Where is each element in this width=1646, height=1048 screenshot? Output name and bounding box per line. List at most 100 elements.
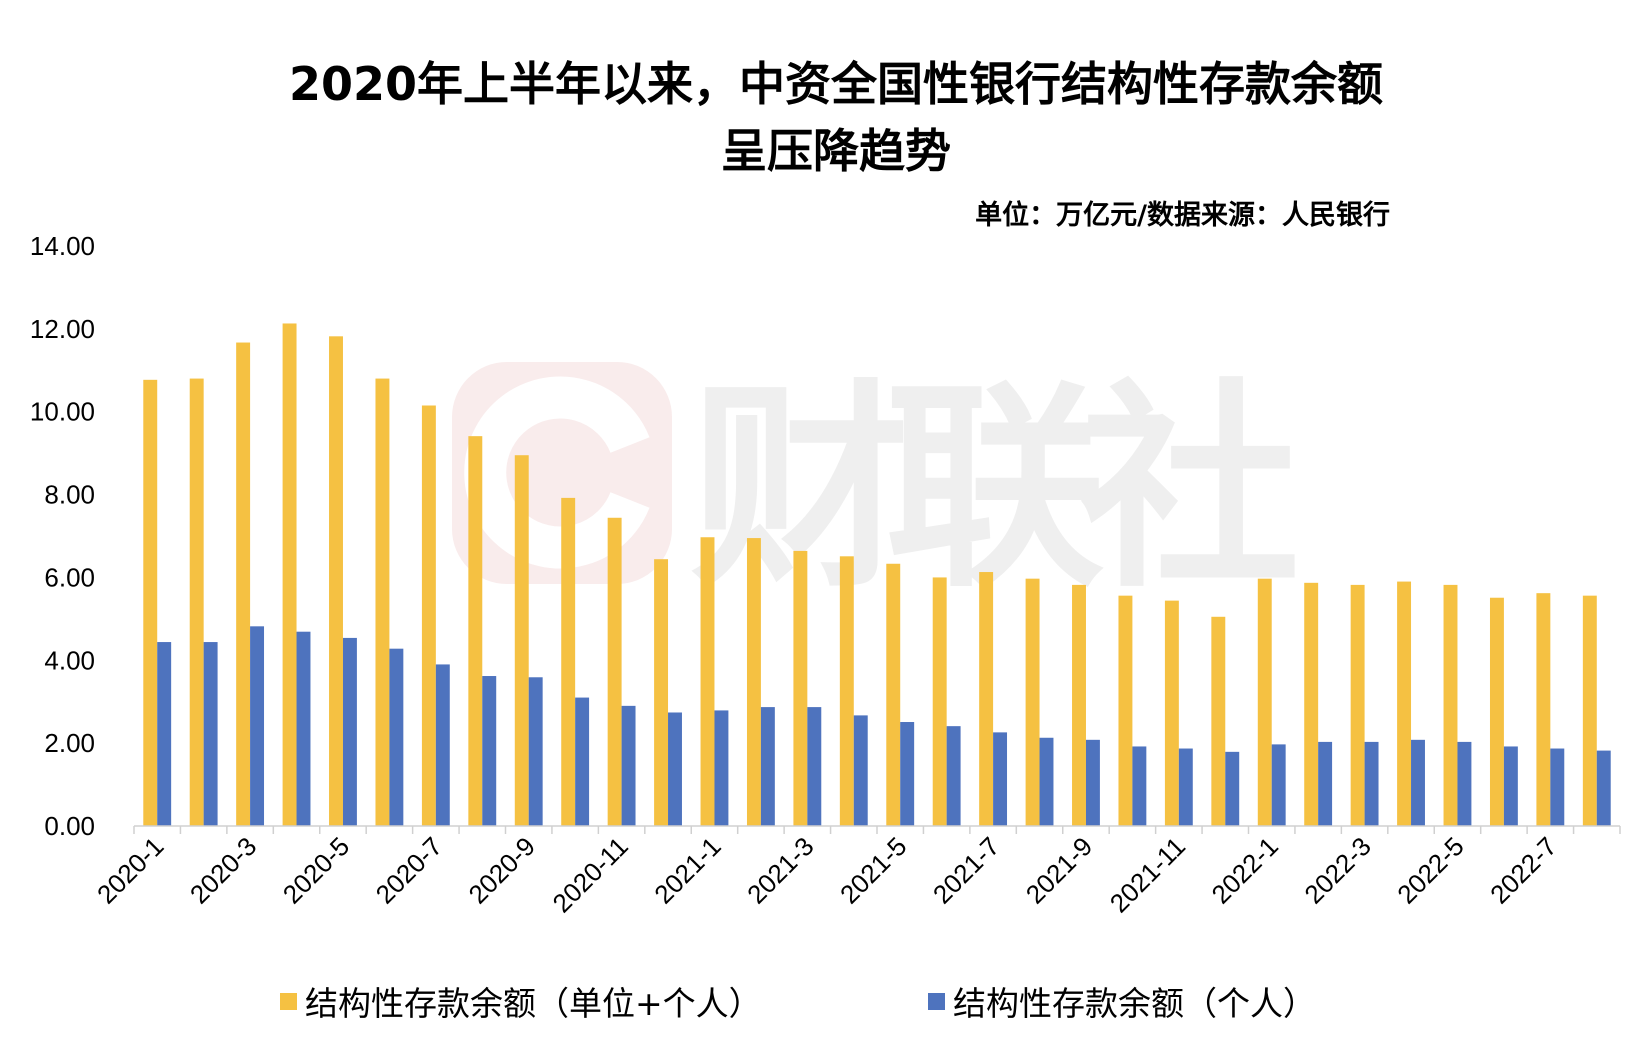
y-tick-label: 6.00 <box>44 562 95 592</box>
bar-individual-2020-6 <box>389 648 404 826</box>
bar-individual-2020-11 <box>621 705 636 826</box>
chart-title-line1: 2020年上半年以来，中资全国性银行结构性存款余额 <box>289 57 1383 111</box>
x-tick-label: 2021-7 <box>927 831 1005 909</box>
chart-title-line2: 呈压降趋势 <box>721 124 951 178</box>
bar-total-2020-7 <box>421 405 436 826</box>
legend-label-total: 结构性存款余额（单位+个人） <box>305 984 762 1023</box>
bar-individual-2020-10 <box>575 697 590 826</box>
bar-total-2021-6 <box>932 577 947 826</box>
bar-individual-2022-2 <box>1318 741 1333 826</box>
unit-source-note: 单位：万亿元/数据来源：人民银行 <box>975 199 1390 231</box>
y-tick-label: 12.00 <box>30 314 95 344</box>
bar-total-2020-2 <box>189 378 204 826</box>
bar-individual-2020-7 <box>435 664 450 826</box>
x-tick-label: 2021-3 <box>741 831 819 909</box>
bar-total-2021-7 <box>979 572 994 826</box>
bar-total-2020-10 <box>561 497 576 826</box>
bar-individual-2020-4 <box>296 631 311 826</box>
x-tick-label: 2022-1 <box>1205 831 1283 909</box>
x-tick-label: 2020-1 <box>91 831 169 909</box>
bar-individual-2022-3 <box>1364 741 1379 826</box>
bar-total-2022-5 <box>1443 584 1458 826</box>
bar-total-2022-4 <box>1397 581 1412 826</box>
bar-individual-2020-9 <box>528 677 543 826</box>
bar-individual-2020-5 <box>342 637 357 826</box>
bar-individual-2020-2 <box>203 642 218 826</box>
x-tick-label: 2020-3 <box>184 831 262 909</box>
bar-total-2020-5 <box>329 336 343 826</box>
bar-individual-2021-1 <box>714 710 729 826</box>
bar-total-2021-9 <box>1072 584 1086 826</box>
bar-individual-2021-7 <box>993 732 1008 826</box>
x-tick-label: 2021-11 <box>1104 831 1191 918</box>
bar-individual-2022-5 <box>1457 741 1472 826</box>
bar-total-2021-1 <box>700 537 715 826</box>
bar-total-2021-3 <box>793 550 808 826</box>
watermark: 财联社 <box>452 361 1300 617</box>
bar-total-2020-4 <box>282 323 297 826</box>
y-tick-label: 0.00 <box>44 811 95 841</box>
bar-total-2021-11 <box>1164 600 1179 826</box>
bar-total-2020-8 <box>468 436 483 826</box>
bar-individual-2022-4 <box>1411 739 1425 826</box>
y-axis: 0.00 2.00 4.00 6.00 8.00 10.00 12.00 14.00 <box>30 231 95 841</box>
bar-total-2021-10 <box>1118 595 1133 826</box>
bar-individual-2021-8 <box>1039 737 1054 826</box>
bar-individual-2021-6 <box>946 726 961 826</box>
bar-individual-2020-1 <box>157 642 172 826</box>
legend-swatch-total <box>280 993 297 1010</box>
bar-individual-2021-4 <box>853 715 868 826</box>
x-axis: 2020-1 2020-3 2020-5 2020-7 2020-9 2020-11 202… <box>91 825 1621 918</box>
legend-swatch-individual <box>928 993 945 1010</box>
bar-total-2020-9 <box>514 455 529 826</box>
y-tick-label: 2.00 <box>44 728 95 758</box>
bar-individual-2021-9 <box>1085 739 1100 826</box>
bar-total-2021-4 <box>839 556 854 826</box>
bar-total-2020-12 <box>654 559 669 826</box>
bar-individual-2022-8 <box>1596 750 1611 826</box>
bar-total-2022-3 <box>1350 584 1365 826</box>
bar-total-2022-8 <box>1582 595 1597 826</box>
x-tick-label: 2021-9 <box>1020 831 1098 909</box>
x-tick-label: 2021-5 <box>834 831 912 909</box>
bar-individual-2022-7 <box>1550 748 1565 826</box>
legend: 结构性存款余额（单位+个人） 结构性存款余额（个人） <box>280 984 1316 1023</box>
bar-total-2020-11 <box>607 517 622 826</box>
bar-individual-2020-3 <box>250 626 265 826</box>
x-tick-label: 2022-5 <box>1391 831 1469 909</box>
watermark-text: 财联社 <box>690 361 1300 617</box>
bar-total-2020-1 <box>143 379 158 826</box>
bar-total-2022-6 <box>1489 597 1504 826</box>
bar-individual-2021-2 <box>760 707 775 826</box>
x-tick-label: 2020-5 <box>277 831 355 909</box>
x-tick-label: 2022-3 <box>1298 831 1376 909</box>
bars <box>143 323 1611 826</box>
watermark-logo-c <box>464 376 650 569</box>
bar-individual-2021-10 <box>1132 746 1147 826</box>
bar-individual-2021-5 <box>900 722 915 826</box>
bar-individual-2022-1 <box>1271 744 1286 826</box>
bar-individual-2020-8 <box>482 676 497 826</box>
x-tick-label: 2020-7 <box>370 831 448 909</box>
y-tick-label: 14.00 <box>30 231 95 261</box>
bar-individual-2021-11 <box>1178 748 1193 826</box>
x-tick-label: 2022-7 <box>1484 831 1562 909</box>
bar-individual-2022-6 <box>1503 746 1518 826</box>
x-tick-label: 2020-9 <box>462 831 540 909</box>
bar-total-2021-12 <box>1211 616 1226 826</box>
x-tick-label: 2021-1 <box>648 831 726 909</box>
bar-individual-2021-3 <box>807 707 822 826</box>
bar-total-2021-8 <box>1025 578 1040 826</box>
x-tick-label: 2020-11 <box>547 831 634 918</box>
bar-total-2020-3 <box>236 342 251 826</box>
legend-label-individual: 结构性存款余额（个人） <box>953 984 1316 1023</box>
bar-total-2021-2 <box>746 538 761 826</box>
bar-total-2020-6 <box>375 378 390 826</box>
y-tick-label: 4.00 <box>44 645 95 675</box>
bar-total-2022-1 <box>1257 578 1272 826</box>
bar-total-2022-7 <box>1536 593 1551 826</box>
y-tick-label: 8.00 <box>44 480 95 510</box>
y-tick-label: 10.00 <box>30 397 95 427</box>
bar-individual-2021-12 <box>1225 751 1240 826</box>
